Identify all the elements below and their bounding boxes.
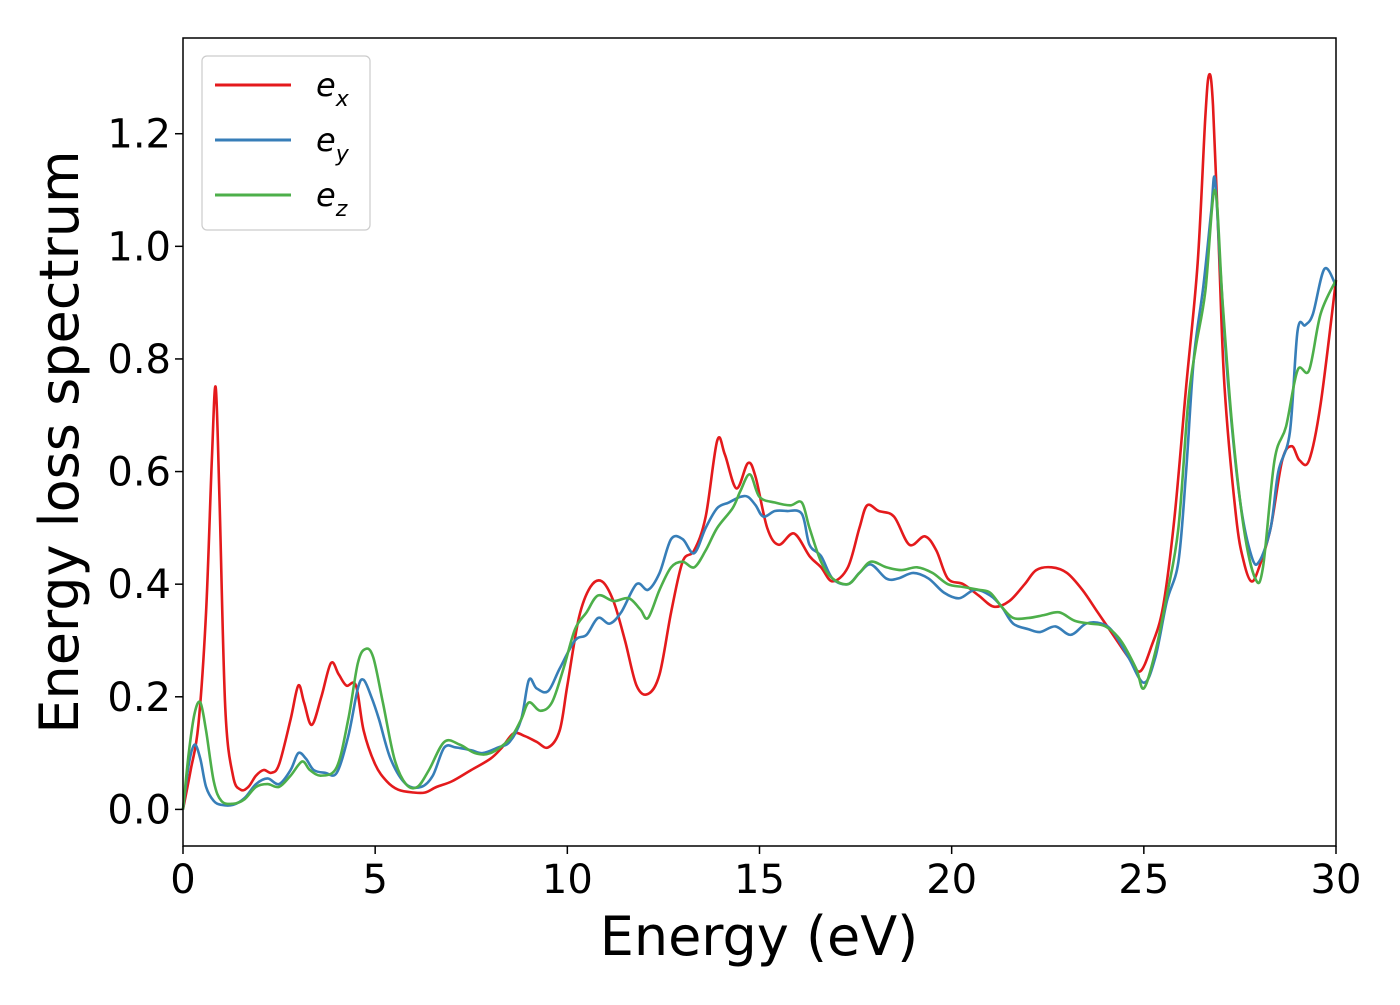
series-layer <box>181 72 1338 810</box>
y-axis: 0.0 0.2 0.4 0.6 0.8 1.0 1.2 <box>107 112 183 833</box>
x-tick-label: 5 <box>362 857 387 903</box>
x-axis: 0 5 10 15 20 25 30 <box>170 846 1361 903</box>
legend-box <box>201 55 371 231</box>
x-axis-title: Energy (eV) <box>600 905 919 968</box>
x-tick-label: 0 <box>170 857 195 903</box>
series-line-y <box>181 175 1338 810</box>
x-tick-label: 15 <box>734 857 785 903</box>
x-tick-label: 30 <box>1311 857 1362 903</box>
x-tick-label: 25 <box>1118 857 1169 903</box>
y-axis-title: Energy loss spectrum <box>28 150 91 733</box>
x-tick-label: 20 <box>926 857 977 903</box>
y-tick-label: 0.8 <box>107 337 171 383</box>
series-line-z <box>181 188 1338 810</box>
y-tick-label: 1.0 <box>107 224 171 270</box>
y-tick-label: 0.2 <box>107 675 171 721</box>
x-tick-label: 10 <box>542 857 593 903</box>
y-tick-label: 0.0 <box>107 787 171 833</box>
y-tick-label: 0.4 <box>107 562 171 608</box>
y-tick-label: 1.2 <box>107 112 171 158</box>
y-tick-label: 0.6 <box>107 450 171 496</box>
series-line-x <box>181 72 1338 810</box>
